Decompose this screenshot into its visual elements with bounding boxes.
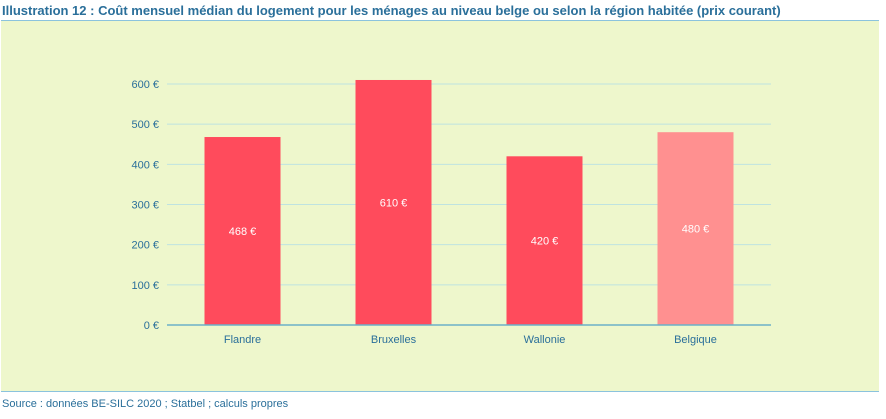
data-label: 468 € [229,226,257,238]
bar-chart: 0 € 100 € 200 € 300 € 400 € 500 € 600 € 468 € Fl… [131,79,771,346]
source-note: Source : données BE-SILC 2020 ; Statbel … [2,398,289,410]
y-tick-label: 200 € [131,240,159,252]
x-tick-label: Flandre [224,334,261,346]
chart-title: Illustration 12 : Coût mensuel médian du… [2,3,781,18]
y-tick-label: 600 € [131,79,159,91]
chart-panel: 0 € 100 € 200 € 300 € 400 € 500 € 600 € 468 € Fl… [1,20,879,392]
y-tick-label: 100 € [131,280,159,292]
data-label: 610 € [380,197,408,209]
x-tick-label: Belgique [674,334,717,346]
y-tick-label: 500 € [131,119,159,131]
x-tick-label: Wallonie [524,334,566,346]
data-label: 480 € [682,224,710,236]
bar-wallonie [506,156,583,325]
data-label: 420 € [531,236,559,248]
y-tick-label: 300 € [131,200,159,212]
y-tick-label: 400 € [131,159,159,171]
y-tick-label: 0 € [144,320,159,332]
bar-belgique [657,132,734,325]
bar-flandre [204,137,281,325]
bar-bruxelles [355,79,432,325]
x-tick-label: Bruxelles [371,334,417,346]
